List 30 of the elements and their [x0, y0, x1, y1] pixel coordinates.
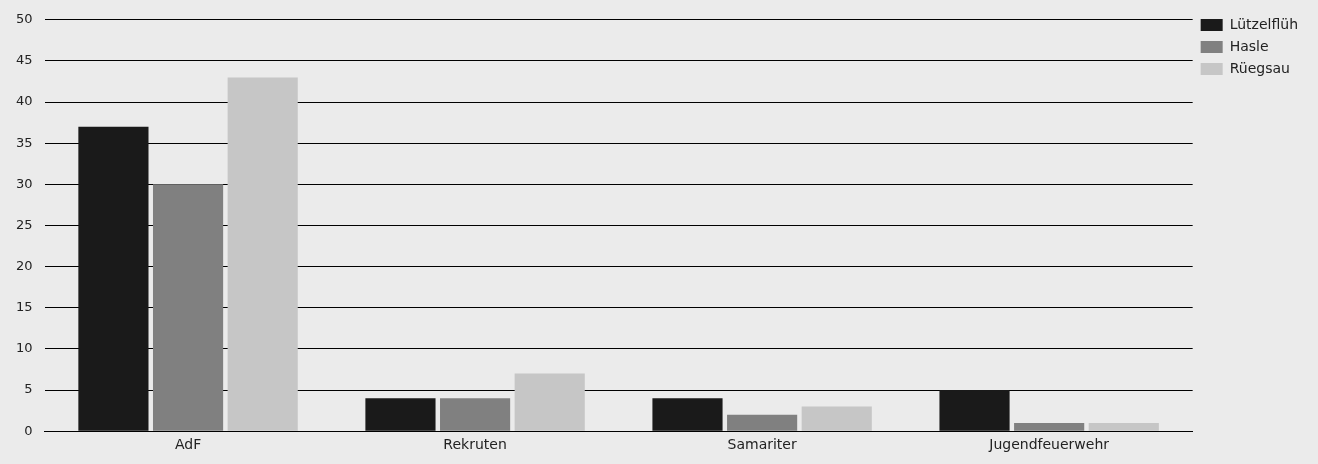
legend-label: Hasle	[1229, 37, 1269, 54]
bar	[227, 77, 298, 431]
bar	[939, 390, 1010, 431]
x-tick-label: Samariter	[727, 436, 797, 453]
y-tick-label: 45	[16, 52, 33, 68]
x-tick-label: Jugendfeuerwehr	[988, 436, 1110, 453]
legend-label: Rüegsau	[1229, 59, 1290, 76]
y-tick-label: 10	[16, 340, 33, 356]
y-tick-label: 30	[16, 175, 33, 191]
bar	[78, 126, 149, 431]
y-tick-label: 40	[16, 93, 33, 109]
y-tick-label: 15	[16, 299, 33, 315]
bar	[801, 406, 872, 431]
y-tick-label: 35	[16, 134, 33, 150]
legend-label: Lützelflüh	[1229, 15, 1299, 32]
bar	[365, 398, 436, 431]
bar	[1088, 422, 1159, 431]
y-tick-label: 20	[16, 258, 33, 274]
bar	[652, 398, 723, 431]
bar	[1014, 422, 1085, 431]
bar	[727, 414, 798, 431]
x-tick-label: Rekruten	[443, 436, 507, 453]
bar	[152, 184, 224, 431]
y-tick-label: 50	[16, 11, 33, 27]
y-tick-label: 0	[24, 422, 33, 438]
y-tick-label: 5	[24, 381, 33, 397]
bar	[514, 373, 585, 431]
x-tick-label: AdF	[174, 436, 202, 453]
y-tick-label: 25	[16, 216, 33, 232]
bar	[440, 398, 511, 431]
